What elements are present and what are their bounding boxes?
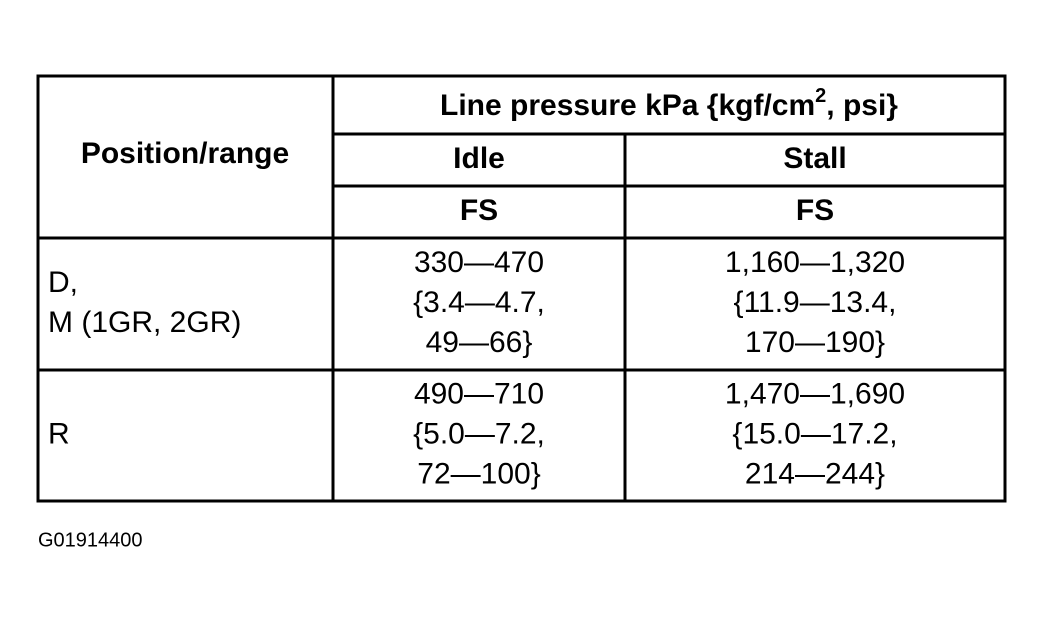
idle-cell: 49—66} xyxy=(426,326,533,359)
group-header-sup: 2 xyxy=(815,85,826,107)
position-cell: R xyxy=(48,417,70,450)
idle-cell: {5.0—7.2, xyxy=(413,417,545,450)
table-border xyxy=(36,74,1007,503)
stall-cell: 170—190} xyxy=(745,326,885,359)
idle-cell: 330—470 xyxy=(414,246,544,279)
group-header-main: Line pressure kPa {kgf/cm xyxy=(440,89,815,122)
column-header: Idle xyxy=(453,142,505,175)
subcolumn-header: FS xyxy=(460,194,498,227)
idle-cell: {3.4—4.7, xyxy=(413,286,545,319)
position-cell: M (1GR, 2GR) xyxy=(48,306,241,339)
position-header: Position/range xyxy=(81,137,289,170)
subcolumn-header: FS xyxy=(796,194,834,227)
stall-cell: {15.0—17.2, xyxy=(732,417,897,450)
idle-cell: 490—710 xyxy=(414,377,544,410)
position-cell: D, xyxy=(48,266,78,299)
stall-cell: 214—244} xyxy=(745,457,885,490)
stall-cell: 1,470—1,690 xyxy=(725,377,905,410)
column-header: Stall xyxy=(783,142,846,175)
stall-cell: 1,160—1,320 xyxy=(725,246,905,279)
figure-code: G01914400 xyxy=(38,529,143,551)
idle-cell: 72—100} xyxy=(417,457,540,490)
stall-cell: {11.9—13.4, xyxy=(734,286,897,319)
group-header-end: , psi} xyxy=(826,89,898,122)
group-header: Line pressure kPa {kgf/cm2, psi} xyxy=(440,85,898,122)
